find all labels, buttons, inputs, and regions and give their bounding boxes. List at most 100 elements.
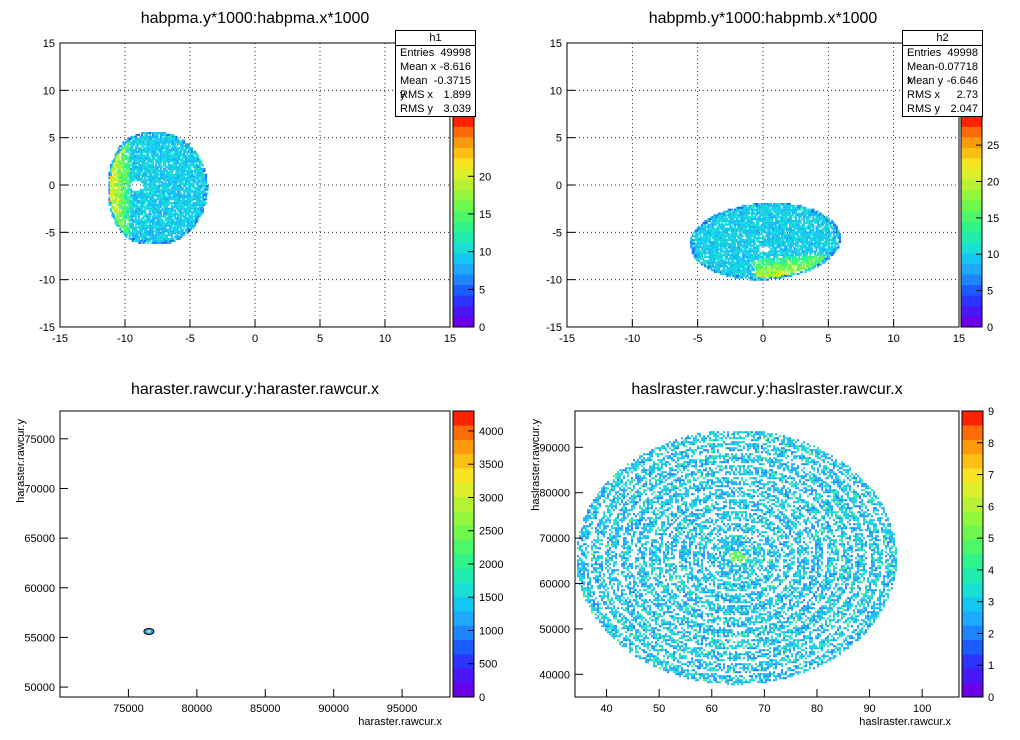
color-scale-band (453, 511, 474, 526)
stats-title: h1 (396, 31, 475, 46)
color-scale-band (453, 468, 474, 483)
y-tick-label: 55000 (24, 632, 55, 644)
y-tick-label: 15 (550, 38, 562, 50)
chart-title: habpma.y*1000:habpma.x*1000 (141, 10, 370, 27)
color-scale-band (962, 539, 983, 555)
color-scale-band (962, 496, 983, 512)
y-tick-label: 70000 (539, 533, 570, 545)
stats-row: RMS x 1.899 (396, 88, 475, 102)
y-axis-label: haraster.rawcur.y (15, 419, 27, 503)
color-scale-band (962, 511, 983, 526)
stats-label: Mean x (907, 61, 935, 87)
z-tick-label: 4000 (479, 426, 503, 438)
stats-value: -8.616 (439, 61, 471, 73)
z-tick-label: 3000 (479, 492, 503, 504)
color-scale-band (453, 168, 474, 180)
y-tick-label: 15 (43, 38, 55, 50)
chart-title: habpmb.y*1000:habpmb.x*1000 (649, 10, 878, 27)
color-scale-band (961, 158, 982, 170)
color-scale-band (961, 200, 982, 212)
color-scale-band (961, 168, 982, 180)
x-tick-label: 0 (760, 333, 766, 345)
z-tick-label: 0 (479, 322, 485, 334)
color-scale-band (962, 411, 983, 426)
color-scale-band (453, 189, 474, 201)
color-scale-frame (961, 410, 984, 698)
stats-value: 1.899 (443, 89, 471, 101)
color-scale-band (962, 468, 983, 483)
stats-row: RMS y 3.039 (396, 102, 475, 116)
z-tick-label: 25 (987, 140, 999, 152)
x-tick-label: 90000 (318, 703, 349, 715)
color-scale-band (453, 221, 474, 233)
z-tick-label: 0 (987, 322, 993, 334)
stats-value: 2.73 (956, 89, 978, 101)
x-tick-label: 15 (444, 333, 456, 345)
y-tick-label: 70000 (24, 483, 55, 495)
stats-label: Mean y (907, 75, 944, 87)
y-tick-label: 10 (43, 85, 55, 97)
color-scale-band (961, 232, 982, 243)
color-scale-band (453, 316, 474, 328)
color-scale-band (962, 639, 983, 655)
x-tick-label: -5 (693, 333, 703, 345)
y-tick-label: -15 (546, 322, 562, 334)
y-tick-label: 65000 (24, 533, 55, 545)
z-tick-label: 5 (987, 286, 993, 298)
y-tick-label: 5 (49, 133, 55, 145)
z-tick-label: 8 (988, 438, 994, 450)
color-scale-band (961, 189, 982, 201)
stats-label: RMS x (907, 89, 940, 101)
stats-value: 3.039 (443, 103, 471, 115)
z-tick-label: 7 (988, 470, 994, 482)
stats-box-h2: h2 Entries 49998 Mean x -0.07718 Mean y -6.… (902, 30, 983, 117)
y-tick-label: 60000 (24, 583, 55, 595)
color-scale-band (453, 539, 474, 555)
chart-title: haslraster.rawcur.y:haslraster.rawcur.x (631, 381, 902, 398)
x-axis-label: haslraster.rawcur.x (859, 716, 951, 728)
color-scale-band (453, 137, 474, 148)
stats-label: Entries (907, 47, 942, 59)
stats-row: Mean x -8.616 (396, 60, 475, 74)
color-scale-band (961, 263, 982, 275)
x-tick-label: -15 (52, 333, 68, 345)
color-scale-band (961, 253, 982, 264)
stats-title: h2 (903, 31, 982, 46)
x-tick-label: 5 (317, 333, 323, 345)
x-tick-label: 85000 (250, 703, 281, 715)
y-tick-label: 50000 (24, 682, 55, 694)
z-tick-label: 0 (479, 692, 485, 704)
color-scale-band (962, 611, 983, 626)
color-scale-band (962, 596, 983, 612)
x-tick-label: 50 (653, 703, 665, 715)
x-tick-label: 40 (600, 703, 612, 715)
color-scale-band (453, 668, 474, 683)
color-scale-band (453, 525, 474, 540)
stats-label: RMS y (400, 103, 433, 115)
color-scale-band (962, 482, 983, 498)
color-scale-band (962, 668, 983, 683)
stats-value: -0.07718 (934, 61, 978, 73)
stats-label: Mean x (400, 61, 437, 73)
y-tick-label: -5 (45, 227, 55, 239)
y-tick-label: -10 (39, 275, 55, 287)
color-scale-band (453, 596, 474, 612)
color-scale-band (453, 482, 474, 498)
y-tick-label: 75000 (24, 434, 55, 446)
color-scale-band (961, 305, 982, 317)
x-tick-label: 0 (252, 333, 258, 345)
stats-label: Mean y (400, 75, 428, 101)
color-scale-band (961, 147, 982, 159)
color-scale-band (453, 654, 474, 669)
stats-value: -6.646 (946, 75, 978, 87)
z-tick-label: 15 (479, 209, 491, 221)
color-scale-band (453, 625, 474, 641)
y-tick-label: -5 (552, 227, 562, 239)
color-scale-band (962, 554, 983, 569)
y-tick-label: 40000 (539, 669, 570, 681)
stats-row: Entries 49998 (903, 46, 982, 60)
z-tick-label: 4 (988, 565, 994, 577)
x-tick-label: 70 (758, 703, 770, 715)
color-scale-band (962, 568, 983, 583)
color-scale-band (453, 425, 474, 440)
